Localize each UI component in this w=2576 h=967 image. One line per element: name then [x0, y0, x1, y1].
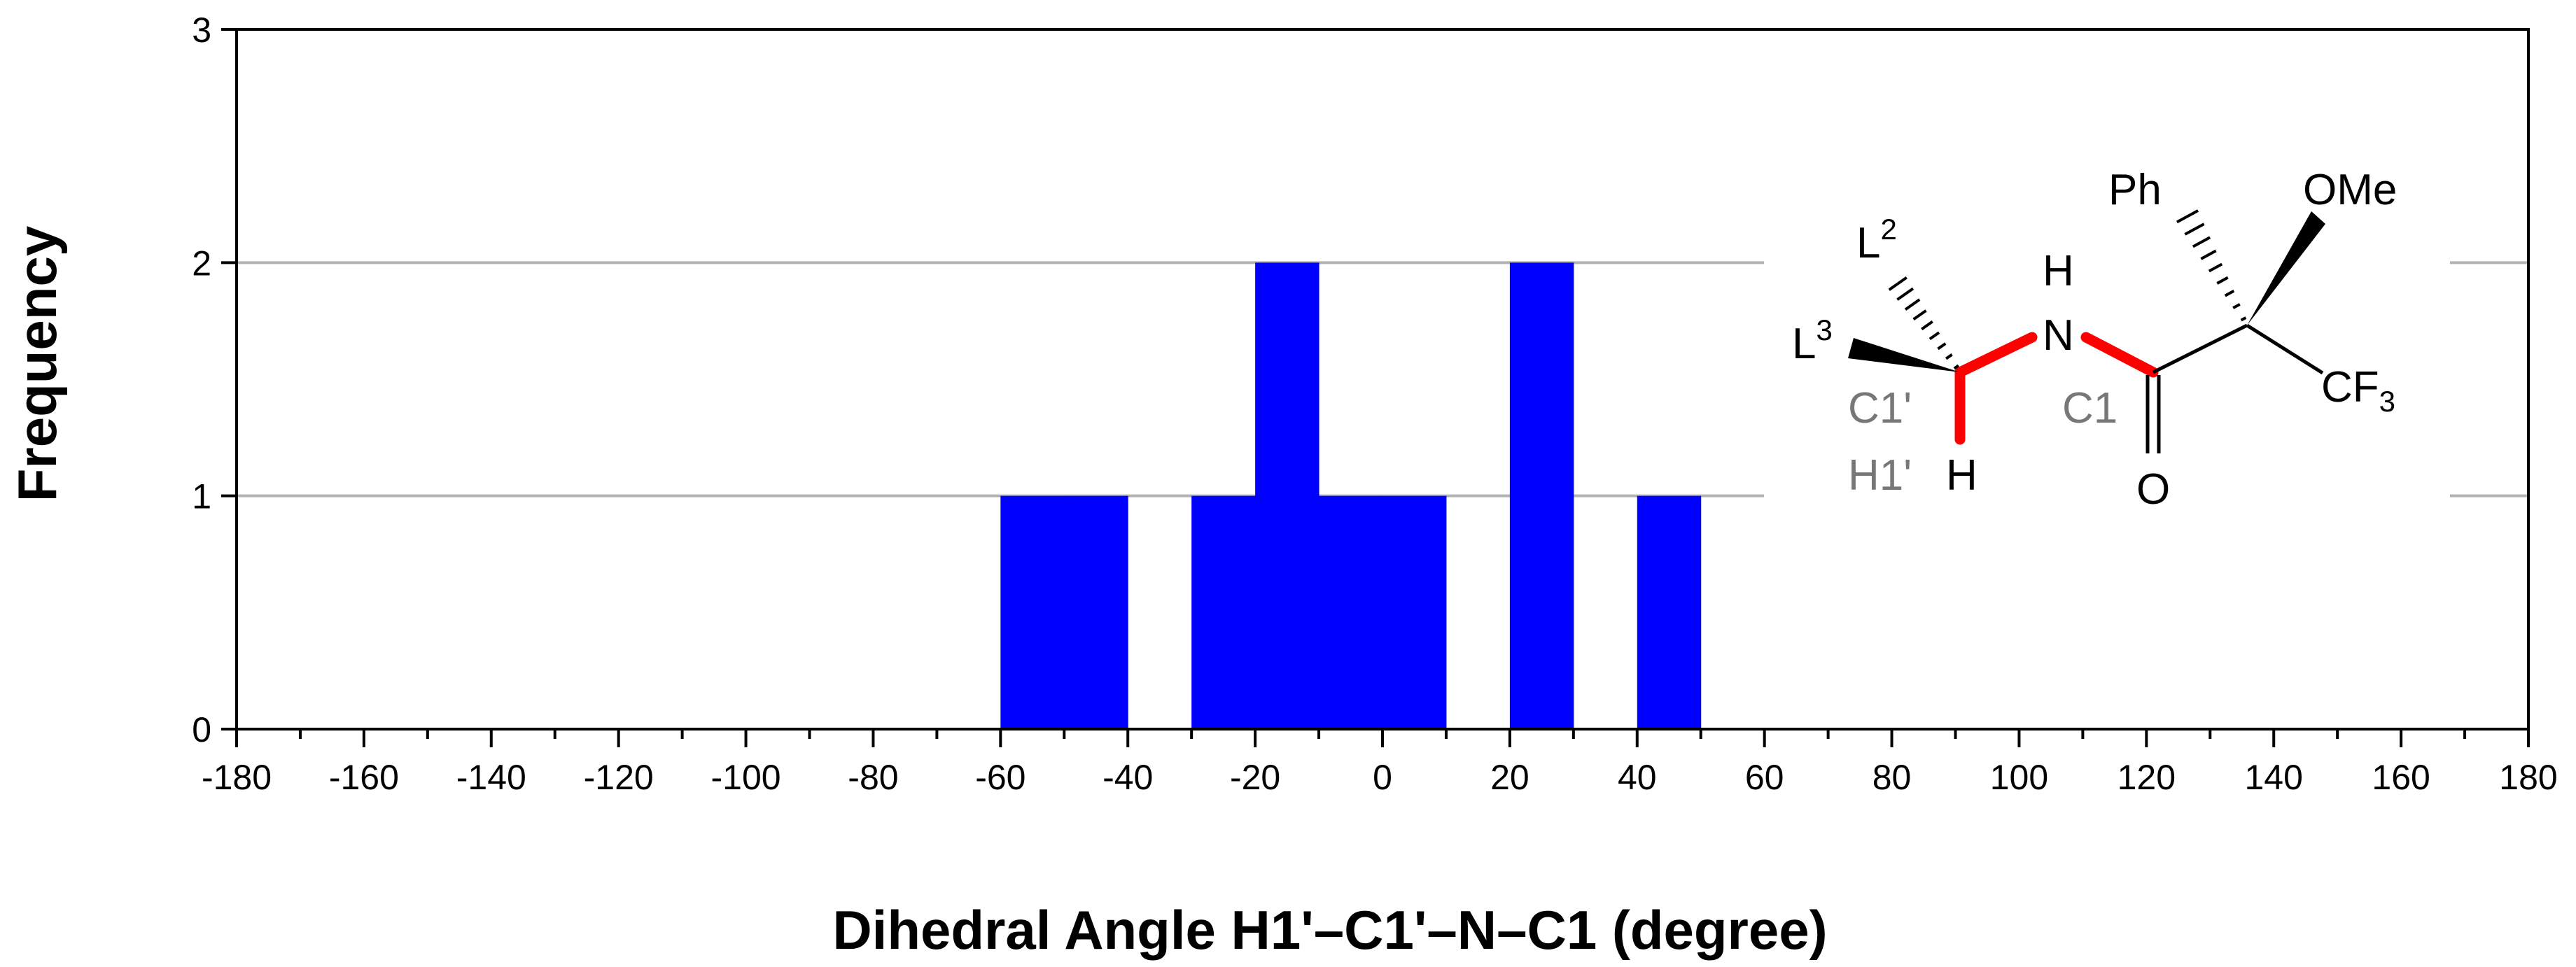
bars — [1000, 262, 1702, 729]
x-tick-label: 160 — [2372, 758, 2430, 797]
x-tick-label: 80 — [1872, 758, 1912, 797]
hash-stroke — [2176, 209, 2199, 224]
histogram-bar — [1064, 495, 1128, 729]
x-axis-title: Dihedral Angle H1'–C1'–N–C1 (degree) — [832, 899, 1827, 961]
label-h-top: H — [2043, 247, 2074, 295]
label-o: O — [2136, 465, 2170, 514]
hash-stroke — [1945, 353, 1953, 360]
label-h: H — [1946, 451, 1977, 500]
y-tick-label: 3 — [192, 10, 211, 50]
hash-stroke — [2208, 262, 2223, 273]
x-tick-label: 20 — [1490, 758, 1530, 797]
hash-stroke — [2192, 236, 2211, 248]
y-tick-label: 0 — [192, 710, 211, 749]
x-tick-label: -160 — [329, 758, 399, 797]
x-tick-label: -180 — [202, 758, 272, 797]
histogram-bar — [1637, 495, 1702, 729]
label-c1: C1 — [2062, 384, 2118, 432]
bond-n-c1 — [2080, 332, 2159, 378]
wedge-bond-ome — [2247, 211, 2325, 325]
label-l3: L3 — [1792, 313, 1833, 368]
bond-c1prime-n — [1954, 332, 2038, 378]
hash-stroke — [1912, 309, 1927, 321]
hash-stroke — [1896, 287, 1914, 301]
hash-bond-l2 — [1888, 276, 1959, 370]
label-ome: OMe — [2303, 166, 2397, 214]
y-ticks: 0 1 2 3 — [192, 10, 237, 749]
histogram-bar — [1255, 262, 1320, 729]
histogram-bar — [1509, 262, 1574, 729]
hash-stroke — [1921, 320, 1933, 331]
histogram-bar — [1191, 495, 1256, 729]
hash-bond-ph — [2176, 209, 2247, 322]
hash-stroke — [2200, 249, 2217, 260]
x-tick-label: -80 — [848, 758, 898, 797]
label-n: N — [2043, 311, 2074, 360]
label-h1-prime: H1' — [1848, 451, 1912, 500]
x-tick-label: 0 — [1373, 758, 1392, 797]
hash-stroke — [1904, 298, 1921, 311]
hash-stroke — [2216, 276, 2229, 285]
x-tick-label: 40 — [1618, 758, 1657, 797]
histogram-bar — [1000, 495, 1065, 729]
hash-stroke — [1928, 331, 1940, 341]
hash-stroke — [2224, 289, 2235, 297]
y-tick-label: 1 — [192, 477, 211, 516]
x-tick-label: -20 — [1230, 758, 1280, 797]
bond-c1-calpha — [2152, 323, 2248, 374]
x-tick-label: 100 — [1990, 758, 2048, 797]
label-c1-prime: C1' — [1848, 384, 1912, 432]
hash-stroke — [2232, 303, 2241, 309]
y-tick-label: 2 — [192, 243, 211, 283]
hash-stroke — [2240, 316, 2247, 322]
molecule-structure: Ph OMe L2 H N L3 C1' C1 CF3 H1' H O — [1764, 161, 2450, 539]
x-tick-label: 140 — [2245, 758, 2303, 797]
hash-stroke — [1953, 364, 1959, 370]
wedge-bond-l3 — [1848, 338, 1960, 372]
y-axis-title: Frequency — [6, 226, 68, 502]
label-l2: L2 — [1856, 213, 1897, 267]
x-tick-label: 60 — [1745, 758, 1784, 797]
histogram-bar — [1382, 495, 1447, 729]
histogram-bar — [1319, 495, 1383, 729]
hash-stroke — [2184, 223, 2205, 236]
label-ph: Ph — [2108, 166, 2162, 214]
x-tick-label: 120 — [2118, 758, 2176, 797]
x-tick-label: -120 — [584, 758, 654, 797]
x-ticks: -180 -160 -140 -120 -100 -80 -60 -40 -20 0 20 40 60 8… — [202, 729, 2558, 797]
label-cf3: CF3 — [2321, 363, 2395, 418]
x-tick-label: 180 — [2499, 758, 2557, 797]
x-tick-label: -100 — [711, 758, 781, 797]
hash-stroke — [1888, 276, 1907, 291]
hash-stroke — [1937, 342, 1947, 351]
x-tick-label: -40 — [1102, 758, 1153, 797]
bond-calpha-cf3 — [2246, 323, 2324, 375]
x-tick-label: -60 — [975, 758, 1026, 797]
x-tick-label: -140 — [456, 758, 526, 797]
